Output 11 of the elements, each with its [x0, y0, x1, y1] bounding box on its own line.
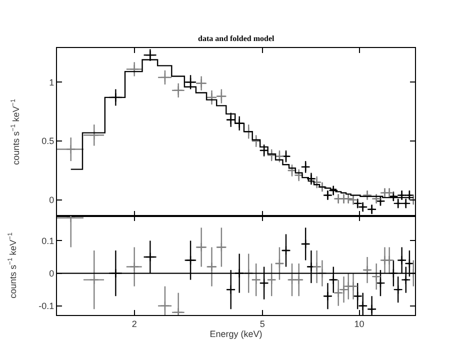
- chart-title: data and folded model: [198, 34, 276, 43]
- y-tick-label: 0.1: [42, 236, 54, 246]
- y-tick-label: 0.5: [42, 136, 54, 146]
- x-axis-title: Energy (keV): [210, 328, 262, 339]
- y-tick-label: 0: [49, 195, 54, 206]
- y-tick-label: 0: [49, 268, 54, 278]
- y-tick-label: -0.1: [38, 301, 54, 312]
- x-tick-label: 2: [132, 318, 137, 329]
- y-tick-label: 1: [49, 77, 54, 88]
- x-tick-label: 10: [354, 318, 364, 329]
- x-tick-label: 5: [260, 318, 265, 329]
